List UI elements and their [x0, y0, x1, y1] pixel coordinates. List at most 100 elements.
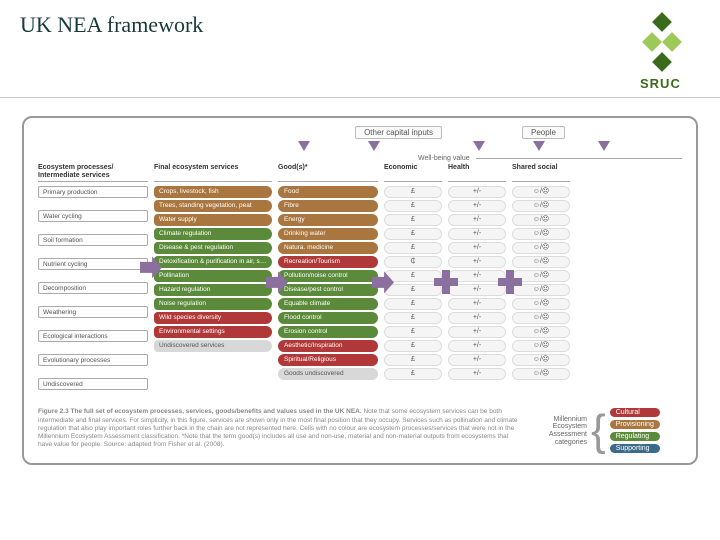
col-final-services: Crops, livestock, fish Trees, standing ve… [154, 186, 272, 400]
legend-item: Regulating [610, 432, 660, 441]
legend-item: Cultural [610, 408, 660, 417]
legend-title: Millennium Ecosystem Assessment categori… [532, 416, 587, 447]
header-economic: Economic [384, 164, 442, 182]
down-arrow-row [238, 141, 682, 155]
economic-value: £ [384, 354, 442, 366]
figure-caption: Figure 2.3 The full set of ecosystem pro… [38, 408, 522, 453]
health-value: +/- [448, 242, 506, 254]
social-value: ☺/☹ [512, 298, 570, 310]
legend-item: Provisioning [610, 420, 660, 429]
good-cell: Spiritual/Religious [278, 354, 378, 366]
col-processes: Primary production Water cycling Soil form… [38, 186, 148, 400]
economic-value: £ [384, 200, 442, 212]
good-cell: Drinking water [278, 228, 378, 240]
good-cell: Food [278, 186, 378, 198]
good-cell: Erosion control [278, 326, 378, 338]
logo-text: SRUC [640, 76, 700, 91]
economic-value: £ [384, 340, 442, 352]
header-final-services: Final ecosystem services [154, 164, 272, 182]
process-cell: Undiscovered [38, 378, 148, 390]
good-cell: Recreation/Tourism [278, 256, 378, 268]
process-cell: Weathering [38, 306, 148, 318]
social-value: ☺/☹ [512, 312, 570, 324]
process-cell: Soil formation [38, 234, 148, 246]
plus-icon [434, 270, 458, 294]
social-value: ☺/☹ [512, 200, 570, 212]
social-value: ☺/☹ [512, 228, 570, 240]
final-service-cell: Undiscovered services [154, 340, 272, 352]
process-cell: Nutrient cycling [38, 258, 148, 270]
figure-label: Figure 2.3 The full set of ecosystem pro… [38, 408, 362, 415]
economic-value: £ [384, 186, 442, 198]
sruc-logo: SRUC [640, 12, 700, 91]
health-value: +/- [448, 214, 506, 226]
slide-header: UK NEA framework SRUC [0, 0, 720, 98]
health-value: +/- [448, 340, 506, 352]
social-value: ☺/☹ [512, 256, 570, 268]
economic-value: £ [384, 326, 442, 338]
header-social: Shared social [512, 164, 570, 182]
down-arrow-icon [598, 141, 610, 151]
final-service-cell: Noise regulation [154, 298, 272, 310]
top-input-labels: Other capital inputs People [238, 126, 682, 139]
good-cell: Pollution/noise control [278, 270, 378, 282]
nea-diagram-frame: Other capital inputs People Well-being v… [22, 116, 698, 465]
logo-diamonds [640, 12, 684, 72]
economic-value: £ [384, 228, 442, 240]
brace-icon: { [591, 413, 606, 448]
process-cell: Water cycling [38, 210, 148, 222]
legend-items: Cultural Provisioning Regulating Supporting [610, 408, 660, 453]
economic-value: £ [384, 298, 442, 310]
wellbeing-value-label: Well-being value [418, 155, 470, 162]
good-cell: Aesthetic/Inspiration [278, 340, 378, 352]
health-value: +/- [448, 354, 506, 366]
health-value: +/- [448, 298, 506, 310]
plus-icon [498, 270, 522, 294]
health-value: +/- [448, 256, 506, 268]
good-cell: Fibre [278, 200, 378, 212]
page-title: UK NEA framework [20, 12, 203, 38]
wellbeing-line [476, 158, 682, 159]
column-headers: Ecosystem processes/ Intermediate servic… [38, 164, 682, 182]
social-value: ☺/☹ [512, 354, 570, 366]
social-value: ☺/☹ [512, 214, 570, 226]
top-label-people: People [522, 126, 565, 139]
caption-area: Figure 2.3 The full set of ecosystem pro… [38, 408, 682, 453]
final-service-cell: Trees, standing vegetation, peat [154, 200, 272, 212]
header-health: Health [448, 164, 506, 182]
health-value: +/- [448, 368, 506, 380]
social-value: ☺/☹ [512, 242, 570, 254]
final-service-cell: Climate regulation [154, 228, 272, 240]
top-label-capital: Other capital inputs [355, 126, 442, 139]
down-arrow-icon [298, 141, 310, 151]
health-value: +/- [448, 312, 506, 324]
diagram-columns: Primary production Water cycling Soil form… [38, 186, 682, 400]
good-cell: Natura. medicine [278, 242, 378, 254]
final-service-cell: Wild species diversity [154, 312, 272, 324]
good-cell: Goods undiscovered [278, 368, 378, 380]
health-value: +/- [448, 186, 506, 198]
header-processes: Ecosystem processes/ Intermediate servic… [38, 164, 148, 182]
social-value: ☺/☹ [512, 326, 570, 338]
final-service-cell: Disease & pest regulation [154, 242, 272, 254]
final-service-cell: Environmental settings [154, 326, 272, 338]
economic-value: £ [384, 312, 442, 324]
col-goods: FoodFibreEnergyDrinking waterNatura. med… [278, 186, 378, 400]
economic-value: ₵ [384, 256, 442, 268]
final-service-cell: Water supply [154, 214, 272, 226]
wellbeing-value-row: Well-being value [418, 155, 682, 162]
economic-value: £ [384, 242, 442, 254]
good-cell: Disease/pest control [278, 284, 378, 296]
health-value: +/- [448, 200, 506, 212]
process-cell: Evolutionary processes [38, 354, 148, 366]
social-value: ☺/☹ [512, 368, 570, 380]
final-service-cell: Pollination [154, 270, 272, 282]
header-goods: Good(s)* [278, 164, 378, 182]
process-cell: Primary production [38, 186, 148, 198]
health-value: +/- [448, 228, 506, 240]
economic-value: £ [384, 214, 442, 226]
legend-item: Supporting [610, 444, 660, 453]
final-service-cell: Hazard regulation [154, 284, 272, 296]
mea-legend: Millennium Ecosystem Assessment categori… [532, 408, 682, 453]
final-service-cell: Crops, livestock, fish [154, 186, 272, 198]
